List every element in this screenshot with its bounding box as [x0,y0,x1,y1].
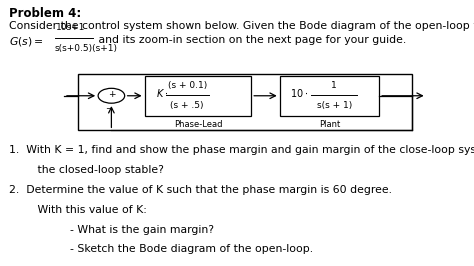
Text: $G(s)=$: $G(s)=$ [9,35,43,48]
Bar [145,76,251,116]
Text: 10s+1: 10s+1 [56,23,85,32]
Bar [78,74,412,130]
Text: Phase-Lead: Phase-Lead [173,120,222,130]
Text: Problem 4:: Problem 4: [9,7,81,20]
Text: (s + .5): (s + .5) [171,101,204,110]
Text: the closed-loop stable?: the closed-loop stable? [20,165,164,174]
Text: With this value of K:: With this value of K: [20,205,147,215]
Text: - What is the gain margin?: - What is the gain margin? [35,225,214,235]
Text: Consider the control system shown below. Given the Bode diagram of the open-loop: Consider the control system shown below.… [9,21,474,31]
Text: s(s+0.5)(s+1): s(s+0.5)(s+1) [55,44,118,53]
Text: s(s + 1): s(s + 1) [317,101,352,110]
Text: 2.  Determine the value of K such that the phase margin is 60 degree.: 2. Determine the value of K such that th… [9,185,392,195]
Text: and its zoom-in section on the next page for your guide.: and its zoom-in section on the next page… [95,35,406,45]
Bar [280,76,379,116]
Text: $K \cdot$: $K \cdot$ [156,87,169,99]
Text: Plant: Plant [319,120,340,130]
Text: (s + 0.1): (s + 0.1) [168,81,207,90]
Text: - Sketch the Bode diagram of the open-loop.: - Sketch the Bode diagram of the open-lo… [35,244,313,254]
Text: +: + [108,90,115,99]
Text: −: − [106,105,112,114]
Text: 1.  With K = 1, find and show the phase margin and gain margin of the close-loop: 1. With K = 1, find and show the phase m… [9,145,474,155]
Text: 1: 1 [331,81,337,90]
Text: $10 \cdot$: $10 \cdot$ [290,87,309,99]
